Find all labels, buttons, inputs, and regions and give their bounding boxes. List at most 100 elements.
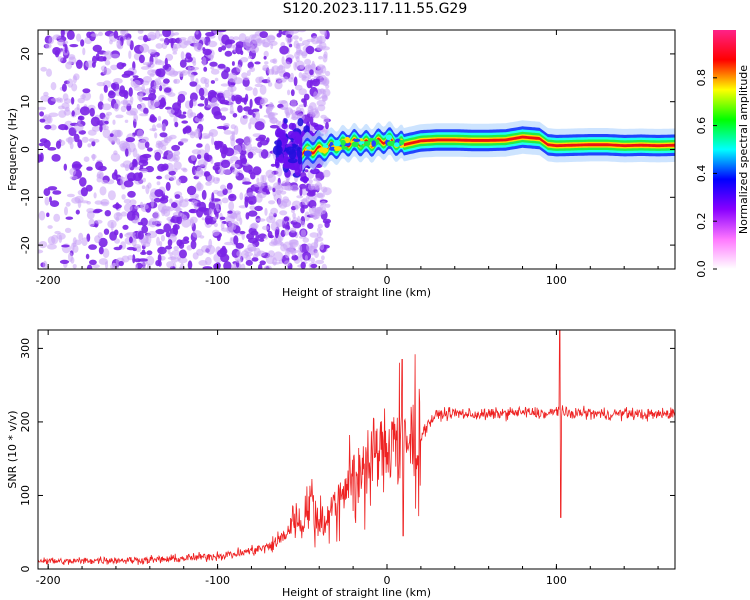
- noise-blob: [225, 215, 235, 224]
- noise-blob: [139, 165, 144, 170]
- noise-blob: [201, 189, 207, 200]
- noise-blob: [123, 180, 134, 188]
- noise-blob: [137, 104, 141, 111]
- noise-blob: [305, 195, 310, 205]
- noise-blob: [278, 79, 287, 83]
- noise-blob: [113, 212, 123, 221]
- noise-blob: [184, 198, 189, 202]
- noise-blob: [280, 242, 285, 247]
- noise-blob: [255, 76, 263, 84]
- noise-blob: [94, 219, 103, 224]
- noise-blob: [118, 260, 124, 267]
- noise-blob: [68, 252, 73, 262]
- noise-blob: [173, 79, 178, 84]
- noise-blob: [64, 227, 72, 233]
- noise-blob: [143, 107, 149, 115]
- noise-blob: [161, 123, 167, 132]
- noise-blob: [98, 246, 104, 255]
- noise-blob: [211, 192, 215, 202]
- noise-blob: [281, 56, 285, 65]
- noise-blob: [133, 113, 139, 123]
- noise-blob: [280, 180, 291, 191]
- noise-blob: [102, 56, 107, 62]
- noise-blob: [182, 111, 187, 115]
- noise-blob: [272, 187, 276, 193]
- noise-blob: [309, 102, 317, 111]
- noise-blob: [279, 210, 288, 216]
- noise-blob: [173, 32, 180, 36]
- spectrogram-x-tick-label: -200: [36, 274, 61, 287]
- noise-blob: [90, 116, 100, 127]
- noise-blob: [217, 93, 221, 102]
- noise-blob: [196, 154, 202, 160]
- noise-blob: [192, 60, 197, 66]
- noise-blob: [309, 116, 314, 126]
- noise-blob: [264, 235, 268, 240]
- noise-blob: [239, 192, 244, 201]
- noise-blob: [146, 61, 155, 69]
- noise-blob: [277, 198, 283, 208]
- noise-blob: [74, 123, 84, 132]
- noise-blob: [217, 63, 226, 69]
- noise-blob: [193, 40, 199, 49]
- noise-blob: [140, 217, 148, 227]
- noise-blob: [85, 253, 90, 260]
- noise-blob: [110, 263, 120, 269]
- noise-blob: [256, 177, 260, 184]
- noise-blob: [126, 110, 136, 116]
- transition-blob: [283, 118, 288, 124]
- noise-blob: [79, 106, 90, 116]
- noise-blob: [230, 156, 239, 162]
- noise-blob: [321, 255, 325, 261]
- transition-blob: [288, 149, 297, 160]
- noise-blob: [247, 243, 257, 252]
- noise-blob: [65, 216, 74, 220]
- noise-blob: [305, 45, 315, 55]
- noise-blob: [254, 148, 263, 154]
- noise-blob: [195, 30, 199, 35]
- noise-blob: [283, 61, 291, 69]
- noise-blob: [263, 56, 267, 60]
- noise-blob: [231, 61, 235, 66]
- noise-blob: [175, 206, 181, 213]
- noise-blob: [214, 143, 220, 150]
- transition-blob: [299, 176, 310, 183]
- noise-blob: [160, 97, 166, 106]
- snr-x-tick-label: -100: [205, 574, 230, 587]
- noise-blob: [186, 185, 197, 196]
- noise-blob: [287, 89, 291, 96]
- noise-blob: [267, 76, 271, 84]
- ridge-blob: [359, 144, 364, 148]
- noise-blob: [247, 151, 254, 159]
- noise-blob: [148, 217, 158, 228]
- noise-blob: [109, 133, 114, 138]
- noise-blob: [164, 174, 171, 180]
- noise-blob: [248, 200, 254, 205]
- noise-blob: [322, 53, 328, 63]
- noise-blob: [240, 57, 249, 63]
- noise-blob: [114, 169, 118, 177]
- noise-blob: [103, 228, 110, 235]
- noise-blob: [120, 175, 124, 186]
- noise-blob: [163, 87, 172, 93]
- spectrogram-y-tick-label: 10: [19, 95, 32, 109]
- noise-blob: [128, 236, 133, 244]
- noise-blob: [116, 129, 122, 138]
- noise-blob: [228, 193, 237, 202]
- noise-blob: [189, 99, 194, 109]
- noise-blob: [293, 76, 298, 87]
- noise-blob: [113, 30, 119, 39]
- noise-blob: [290, 206, 297, 211]
- noise-blob: [147, 182, 152, 189]
- noise-blob: [80, 39, 85, 47]
- noise-blob: [118, 89, 128, 98]
- noise-blob: [284, 228, 290, 236]
- noise-blob: [154, 189, 164, 198]
- noise-blob: [192, 230, 202, 238]
- noise-blob: [86, 166, 93, 171]
- noise-blob: [307, 222, 314, 229]
- noise-blob: [69, 175, 78, 180]
- noise-blob: [285, 107, 289, 117]
- noise-blob: [262, 187, 268, 193]
- snr-y-tick-label: 300: [19, 338, 32, 359]
